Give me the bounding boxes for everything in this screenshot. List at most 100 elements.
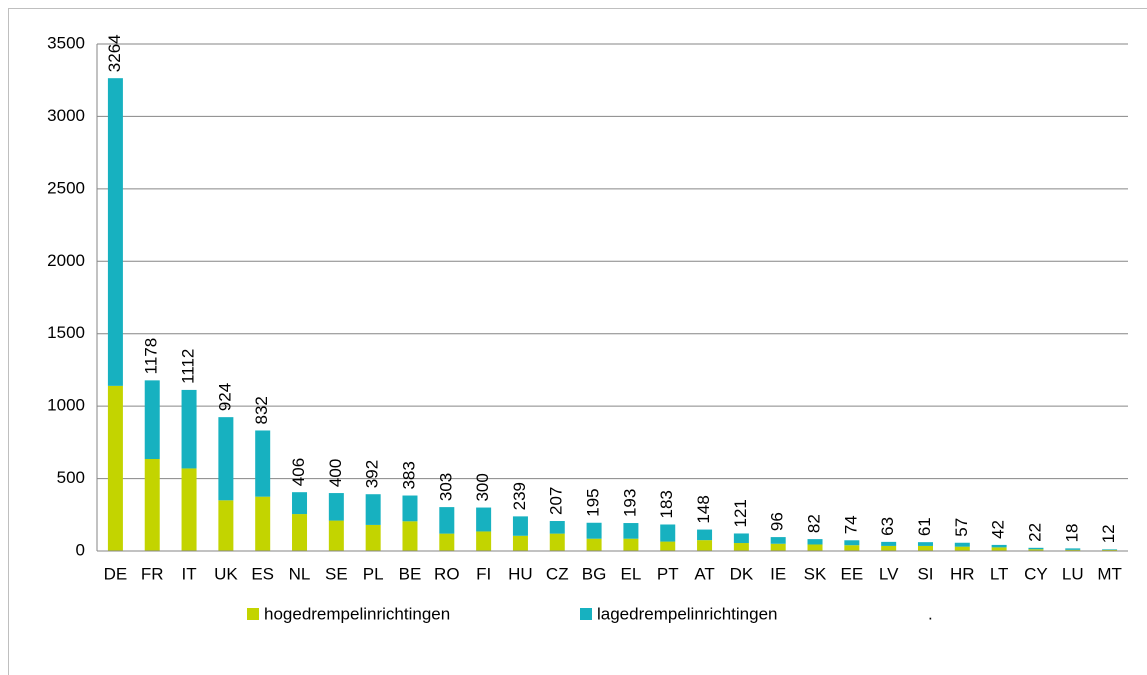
bar-segment [917, 542, 933, 546]
total-label: 300 [473, 473, 492, 501]
total-label: 57 [952, 518, 971, 537]
bar-segment [549, 521, 565, 534]
bar-segment [770, 537, 786, 544]
x-tick-label: FR [141, 564, 164, 583]
bar-segment [660, 524, 676, 542]
x-tick-label: IT [181, 564, 196, 583]
bar-segment [255, 496, 271, 551]
bar-segment [549, 533, 565, 551]
bar-segment [807, 544, 823, 551]
x-tick-label: MT [1097, 564, 1122, 583]
x-tick-label: EE [840, 564, 863, 583]
x-tick-label: RO [434, 564, 460, 583]
y-tick-label: 2500 [47, 178, 85, 197]
total-label: 96 [768, 512, 787, 531]
total-label: 63 [878, 517, 897, 536]
bar-segment [586, 538, 602, 551]
x-tick-label: SE [325, 564, 348, 583]
x-tick-label: PL [363, 564, 384, 583]
total-label: 406 [289, 458, 308, 486]
bar-segment [1102, 549, 1118, 551]
bar-segment [660, 541, 676, 551]
bar-segment [623, 523, 639, 539]
total-label: 303 [436, 473, 455, 501]
bar-segment [1065, 549, 1081, 551]
total-label: 193 [620, 489, 639, 517]
bar-segment [697, 540, 713, 551]
bar-segment [181, 389, 197, 469]
y-tick-label: 2000 [47, 251, 85, 270]
legend-swatch [580, 608, 592, 620]
bar-segment [881, 545, 897, 551]
bar-segment [1028, 547, 1044, 550]
x-tick-label: IE [770, 564, 786, 583]
total-label: 1178 [142, 338, 161, 375]
total-label: 400 [326, 459, 345, 487]
bar-segment [512, 535, 528, 551]
x-tick-label: SI [917, 564, 933, 583]
legend-label: hogedrempelinrichtingen [264, 604, 450, 623]
bar-segment [1065, 548, 1081, 550]
total-label: 12 [1099, 524, 1118, 543]
bar-segment [328, 493, 344, 521]
total-label: 121 [731, 499, 750, 527]
x-tick-label: UK [214, 564, 238, 583]
bar-segment [439, 507, 455, 534]
x-tick-label: BE [399, 564, 422, 583]
x-tick-label: AT [694, 564, 714, 583]
bar-segment [1028, 549, 1044, 551]
x-tick-label: BG [582, 564, 607, 583]
bar-segment [844, 545, 860, 551]
bar-segment [733, 543, 749, 551]
bar-segment [402, 495, 418, 522]
x-tick-label: CZ [546, 564, 569, 583]
total-label: 383 [399, 461, 418, 489]
bar-segment [476, 507, 492, 532]
total-label: 148 [694, 495, 713, 523]
total-label: 392 [363, 460, 382, 488]
total-label: 239 [510, 482, 529, 510]
bar-segment [439, 533, 455, 551]
bar-segment [733, 533, 749, 544]
total-label: 195 [584, 488, 603, 516]
legend-swatch [247, 608, 259, 620]
bar-segment [365, 524, 381, 551]
x-tick-label: ES [251, 564, 274, 583]
bar-segment [144, 380, 160, 460]
total-label: 3264 [105, 34, 124, 72]
y-tick-label: 1500 [47, 323, 85, 342]
y-tick-label: 0 [76, 540, 85, 559]
y-tick-label: 3000 [47, 106, 85, 125]
x-tick-label: LU [1062, 564, 1084, 583]
bar-segment [954, 542, 970, 547]
x-tick-label: NL [289, 564, 311, 583]
x-tick-label: DE [104, 564, 128, 583]
bar-segment [218, 500, 234, 551]
bar-segment [512, 516, 528, 536]
y-tick-label: 1000 [47, 396, 85, 415]
bar-segment [107, 385, 123, 551]
legend-extra: . [928, 604, 933, 623]
x-tick-label: CY [1024, 564, 1048, 583]
bar-segment [1102, 549, 1118, 550]
total-label: 1112 [179, 349, 198, 384]
y-tick-label: 3500 [47, 33, 85, 52]
bar-segment [991, 544, 1007, 548]
bar-segment [991, 547, 1007, 551]
total-label: 832 [252, 396, 271, 424]
bar-segment [954, 546, 970, 551]
bar-segment [365, 494, 381, 525]
total-label: 924 [215, 383, 234, 411]
bar-segment [770, 543, 786, 551]
bar-segment [917, 545, 933, 551]
total-label: 42 [989, 520, 1008, 539]
bar-segment [255, 430, 271, 497]
x-tick-label: PT [657, 564, 679, 583]
total-label: 22 [1025, 523, 1044, 542]
x-tick-label: DK [730, 564, 754, 583]
bar-segment [881, 541, 897, 546]
x-tick-label: EL [621, 564, 642, 583]
total-label: 18 [1062, 523, 1081, 542]
bar-segment [107, 78, 123, 386]
